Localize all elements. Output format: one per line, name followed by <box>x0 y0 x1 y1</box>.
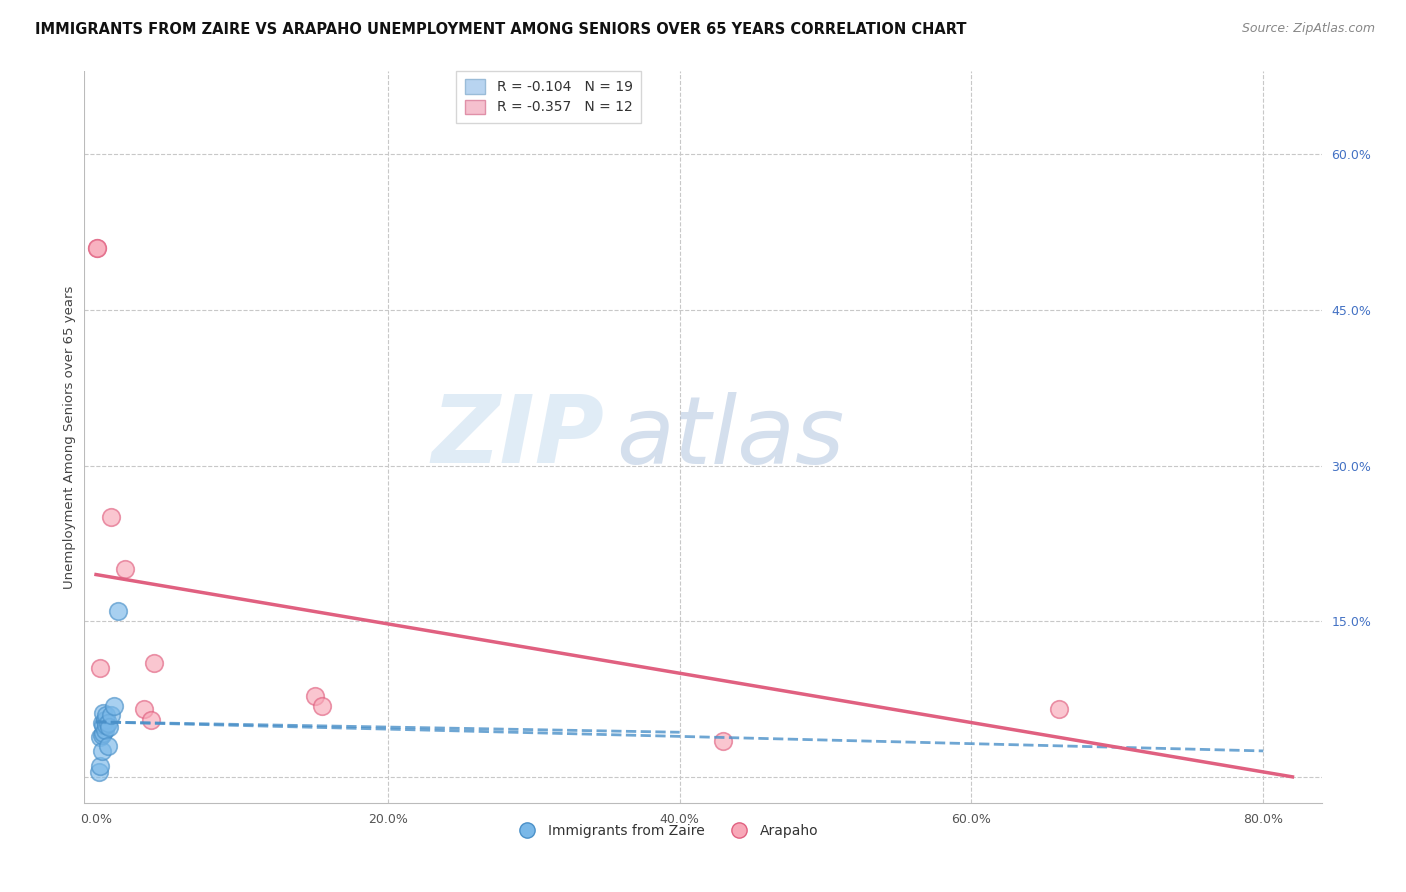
Point <box>304 689 326 703</box>
Point <box>134 702 156 716</box>
Point <box>143 656 166 670</box>
Point <box>103 699 125 714</box>
Point <box>89 731 111 745</box>
Point <box>90 715 112 730</box>
Y-axis label: Unemployment Among Seniors over 65 years: Unemployment Among Seniors over 65 years <box>63 285 76 589</box>
Point <box>141 713 163 727</box>
Point <box>96 718 118 732</box>
Point <box>94 713 117 727</box>
Point <box>311 699 333 714</box>
Point <box>97 715 120 730</box>
Point <box>96 707 118 722</box>
Point <box>713 733 735 747</box>
Point <box>90 728 112 742</box>
Point <box>87 764 110 779</box>
Point <box>94 723 117 738</box>
Point <box>91 706 114 720</box>
Text: ZIP: ZIP <box>432 391 605 483</box>
Point <box>91 718 114 732</box>
Point <box>98 720 121 734</box>
Point <box>114 562 136 576</box>
Point <box>86 241 108 255</box>
Point <box>89 661 111 675</box>
Point <box>86 241 108 255</box>
Text: atlas: atlas <box>616 392 845 483</box>
Point <box>91 726 114 740</box>
Text: IMMIGRANTS FROM ZAIRE VS ARAPAHO UNEMPLOYMENT AMONG SENIORS OVER 65 YEARS CORREL: IMMIGRANTS FROM ZAIRE VS ARAPAHO UNEMPLO… <box>35 22 967 37</box>
Point <box>1047 702 1070 716</box>
Point <box>90 744 112 758</box>
Point <box>97 739 120 753</box>
Point <box>89 759 111 773</box>
Point <box>100 510 122 524</box>
Point <box>100 707 122 722</box>
Point <box>107 604 129 618</box>
Text: Source: ZipAtlas.com: Source: ZipAtlas.com <box>1241 22 1375 36</box>
Legend: Immigrants from Zaire, Arapaho: Immigrants from Zaire, Arapaho <box>508 818 824 844</box>
